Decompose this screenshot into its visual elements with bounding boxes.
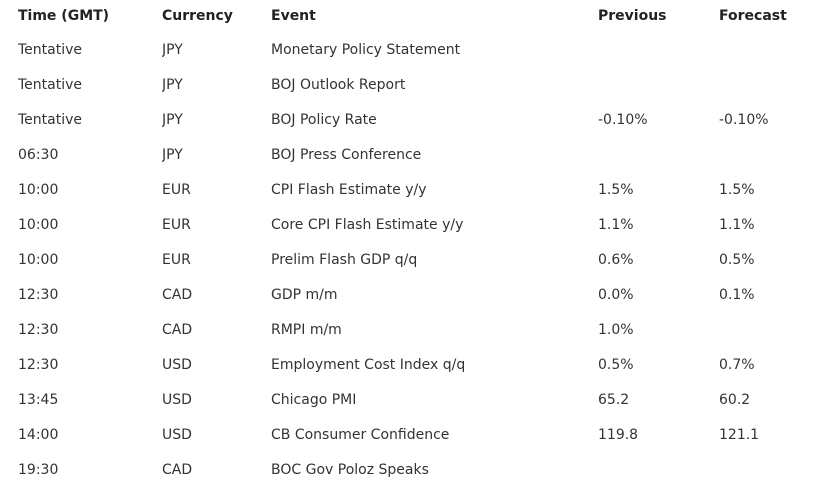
cell-currency: JPY: [162, 147, 183, 163]
cell-currency: JPY: [162, 42, 183, 58]
cell-forecast: 121.1: [719, 427, 760, 443]
cell-currency: USD: [162, 392, 192, 408]
cell-event: CB Consumer Confidence: [271, 427, 450, 443]
cell-event: RMPI m/m: [271, 322, 342, 338]
cell-currency: CAD: [162, 287, 193, 303]
cell-event: Chicago PMI: [271, 392, 357, 408]
cell-forecast: 0.1%: [719, 287, 755, 303]
cell-event: CPI Flash Estimate y/y: [271, 182, 427, 198]
table-header-row: Time (GMT) Currency Event Previous Forec…: [0, 0, 822, 32]
cell-forecast: -0.10%: [719, 112, 769, 128]
cell-currency: JPY: [162, 77, 183, 93]
cell-event: BOJ Outlook Report: [271, 77, 406, 93]
cell-previous: 0.5%: [598, 357, 634, 373]
cell-previous: 1.5%: [598, 182, 634, 198]
cell-time: 12:30: [18, 357, 59, 373]
cell-time: 14:00: [18, 427, 59, 443]
cell-time: Tentative: [18, 77, 83, 93]
cell-currency: EUR: [162, 217, 191, 233]
header-forecast: Forecast: [719, 8, 787, 24]
cell-time: 10:00: [18, 217, 59, 233]
cell-forecast: 60.2: [719, 392, 751, 408]
cell-event: BOC Gov Poloz Speaks: [271, 462, 429, 478]
cell-forecast: 0.5%: [719, 252, 755, 268]
cell-forecast: 1.5%: [719, 182, 755, 198]
table-row: 19:30 CAD BOC Gov Poloz Speaks: [0, 453, 822, 488]
cell-previous: 0.6%: [598, 252, 634, 268]
cell-currency: EUR: [162, 182, 191, 198]
table-row: 12:30 USD Employment Cost Index q/q 0.5%…: [0, 348, 822, 383]
cell-event: Monetary Policy Statement: [271, 42, 461, 58]
cell-time: Tentative: [18, 112, 83, 128]
table-row: 12:30 CAD RMPI m/m 1.0%: [0, 313, 822, 348]
header-currency: Currency: [162, 8, 233, 24]
table-row: 10:00 EUR Prelim Flash GDP q/q 0.6% 0.5%: [0, 243, 822, 278]
cell-currency: JPY: [162, 112, 183, 128]
cell-currency: CAD: [162, 462, 193, 478]
cell-time: 19:30: [18, 462, 59, 478]
table-row: 10:00 EUR Core CPI Flash Estimate y/y 1.…: [0, 208, 822, 243]
table-row: 06:30 JPY BOJ Press Conference: [0, 138, 822, 173]
cell-time: 10:00: [18, 182, 59, 198]
table-row: Tentative JPY BOJ Policy Rate -0.10% -0.…: [0, 103, 822, 138]
table-row: 12:30 CAD GDP m/m 0.0% 0.1%: [0, 278, 822, 313]
cell-event: Employment Cost Index q/q: [271, 357, 466, 373]
cell-event: BOJ Policy Rate: [271, 112, 377, 128]
cell-forecast: 0.7%: [719, 357, 755, 373]
table-row: 14:00 USD CB Consumer Confidence 119.8 1…: [0, 418, 822, 453]
cell-previous: 65.2: [598, 392, 630, 408]
table-row: 13:45 USD Chicago PMI 65.2 60.2: [0, 383, 822, 418]
cell-event: Prelim Flash GDP q/q: [271, 252, 418, 268]
cell-previous: 119.8: [598, 427, 639, 443]
table-row: 10:00 EUR CPI Flash Estimate y/y 1.5% 1.…: [0, 173, 822, 208]
cell-previous: 1.1%: [598, 217, 634, 233]
cell-previous: 0.0%: [598, 287, 634, 303]
cell-event: BOJ Press Conference: [271, 147, 422, 163]
cell-event: Core CPI Flash Estimate y/y: [271, 217, 464, 233]
cell-time: Tentative: [18, 42, 83, 58]
cell-currency: EUR: [162, 252, 191, 268]
cell-event: GDP m/m: [271, 287, 338, 303]
cell-previous: -0.10%: [598, 112, 648, 128]
table-row: Tentative JPY BOJ Outlook Report: [0, 68, 822, 103]
cell-time: 12:30: [18, 287, 59, 303]
cell-currency: CAD: [162, 322, 193, 338]
cell-currency: USD: [162, 427, 192, 443]
header-previous: Previous: [598, 8, 667, 24]
cell-forecast: 1.1%: [719, 217, 755, 233]
header-time: Time (GMT): [18, 8, 110, 24]
cell-previous: 1.0%: [598, 322, 634, 338]
cell-time: 12:30: [18, 322, 59, 338]
cell-currency: USD: [162, 357, 192, 373]
header-event: Event: [271, 8, 316, 24]
cell-time: 06:30: [18, 147, 59, 163]
cell-time: 13:45: [18, 392, 59, 408]
cell-time: 10:00: [18, 252, 59, 268]
table-row: Tentative JPY Monetary Policy Statement: [0, 33, 822, 68]
